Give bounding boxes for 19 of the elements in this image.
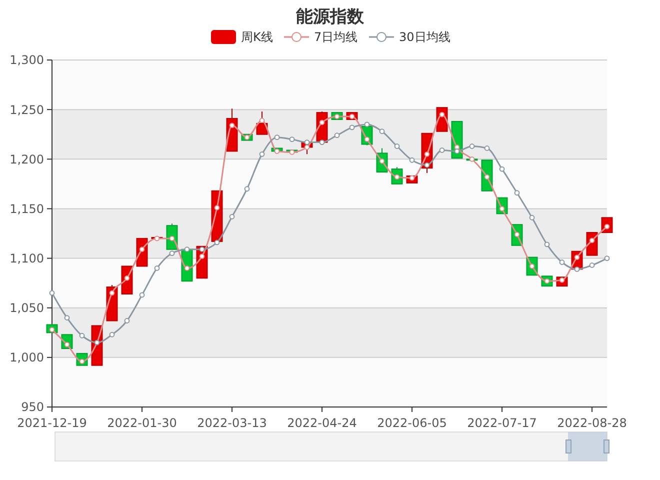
x-tick-label: 2022-08-28: [557, 416, 627, 430]
x-tick-label: 2022-01-30: [107, 416, 177, 430]
y-tick-label: 1,100: [10, 251, 44, 266]
y-tick-label: 1,050: [10, 301, 44, 316]
x-tick-label: 2022-06-05: [377, 416, 447, 430]
legend-label: 30日均线: [399, 30, 450, 44]
x-tick-label: 2021-12-19: [17, 416, 87, 430]
legend-label: 7日均线: [314, 30, 358, 44]
x-tick-label: 2022-04-24: [287, 416, 357, 430]
x-tick-label: 2022-07-17: [467, 416, 537, 430]
chart-title: 能源指数: [296, 7, 365, 27]
y-tick-label: 1,200: [10, 152, 44, 166]
y-tick-label: 950: [21, 400, 44, 414]
y-tick-label: 1,000: [10, 350, 44, 365]
y-tick-label: 1,250: [10, 102, 44, 117]
x-tick-label: 2022-03-13: [197, 416, 267, 430]
y-tick-label: 1,300: [10, 53, 44, 68]
y-tick-label: 1,150: [10, 202, 44, 216]
legend-label: 周K线: [241, 30, 273, 44]
